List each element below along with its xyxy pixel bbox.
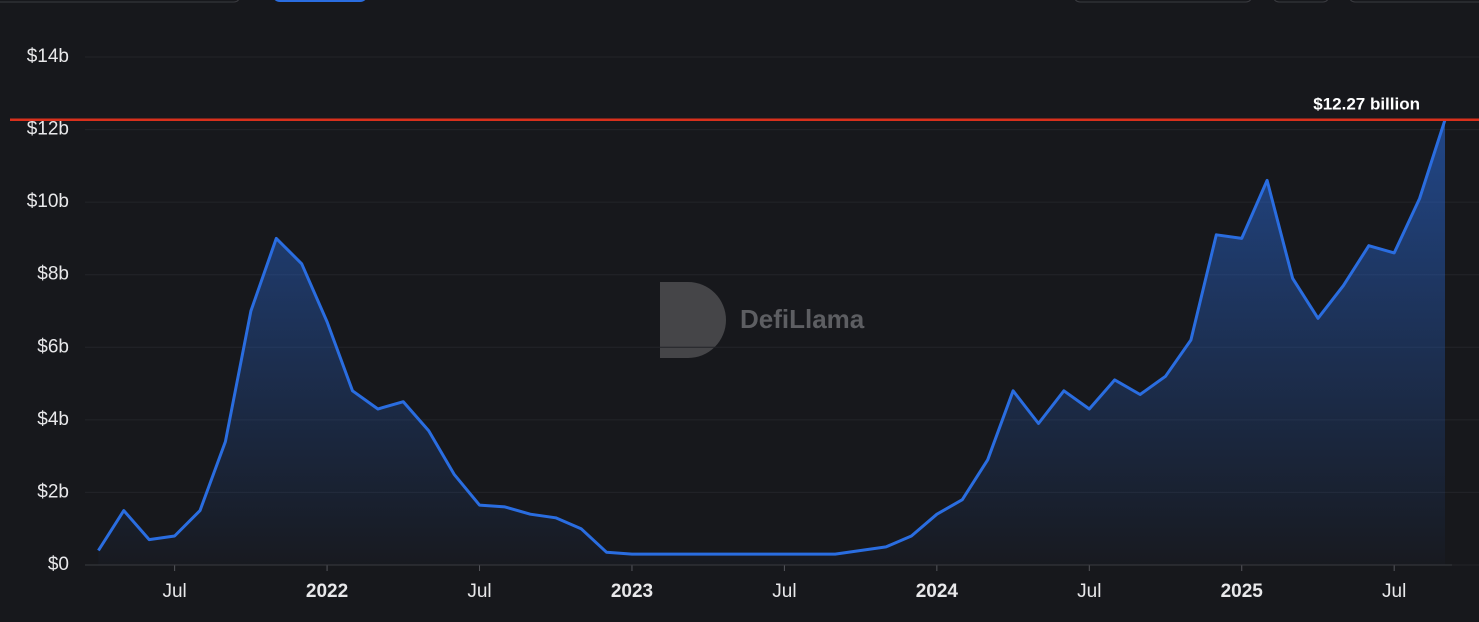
x-tick-label: Jul bbox=[162, 581, 186, 602]
reference-label: $12.27 billion bbox=[1313, 94, 1420, 113]
x-tick-label: Jul bbox=[1077, 581, 1101, 602]
watermark: DefiLlama bbox=[740, 304, 865, 334]
x-tick-label: 2022 bbox=[306, 581, 348, 602]
watermark-logo bbox=[660, 282, 726, 358]
toolbar-button[interactable] bbox=[0, 0, 240, 3]
x-tick-label: Jul bbox=[772, 581, 796, 602]
line bbox=[97, 119, 1447, 556]
y-tick-label: $14b bbox=[27, 46, 69, 67]
toolbar-button[interactable] bbox=[1349, 0, 1479, 3]
y-tick-label: $12b bbox=[27, 119, 69, 140]
y-tick-label: $6b bbox=[37, 336, 69, 357]
x-tick-label: Jul bbox=[467, 581, 491, 602]
y-tick-label: $2b bbox=[37, 481, 69, 502]
x-tick-label: 2023 bbox=[611, 581, 653, 602]
y-tick-label: $4b bbox=[37, 409, 69, 430]
x-tick-label: Jul bbox=[1382, 581, 1406, 602]
y-tick-label: $10b bbox=[27, 191, 69, 212]
toolbar-button[interactable] bbox=[1074, 0, 1252, 3]
y-tick-label: $8b bbox=[37, 264, 69, 285]
toolbar-button[interactable] bbox=[1273, 0, 1329, 3]
x-tick-label: 2024 bbox=[916, 581, 959, 602]
x-tick-label: 2025 bbox=[1221, 581, 1264, 602]
toolbar-button[interactable] bbox=[272, 0, 368, 2]
y-tick-label: $0 bbox=[48, 554, 69, 575]
area bbox=[98, 119, 1445, 566]
